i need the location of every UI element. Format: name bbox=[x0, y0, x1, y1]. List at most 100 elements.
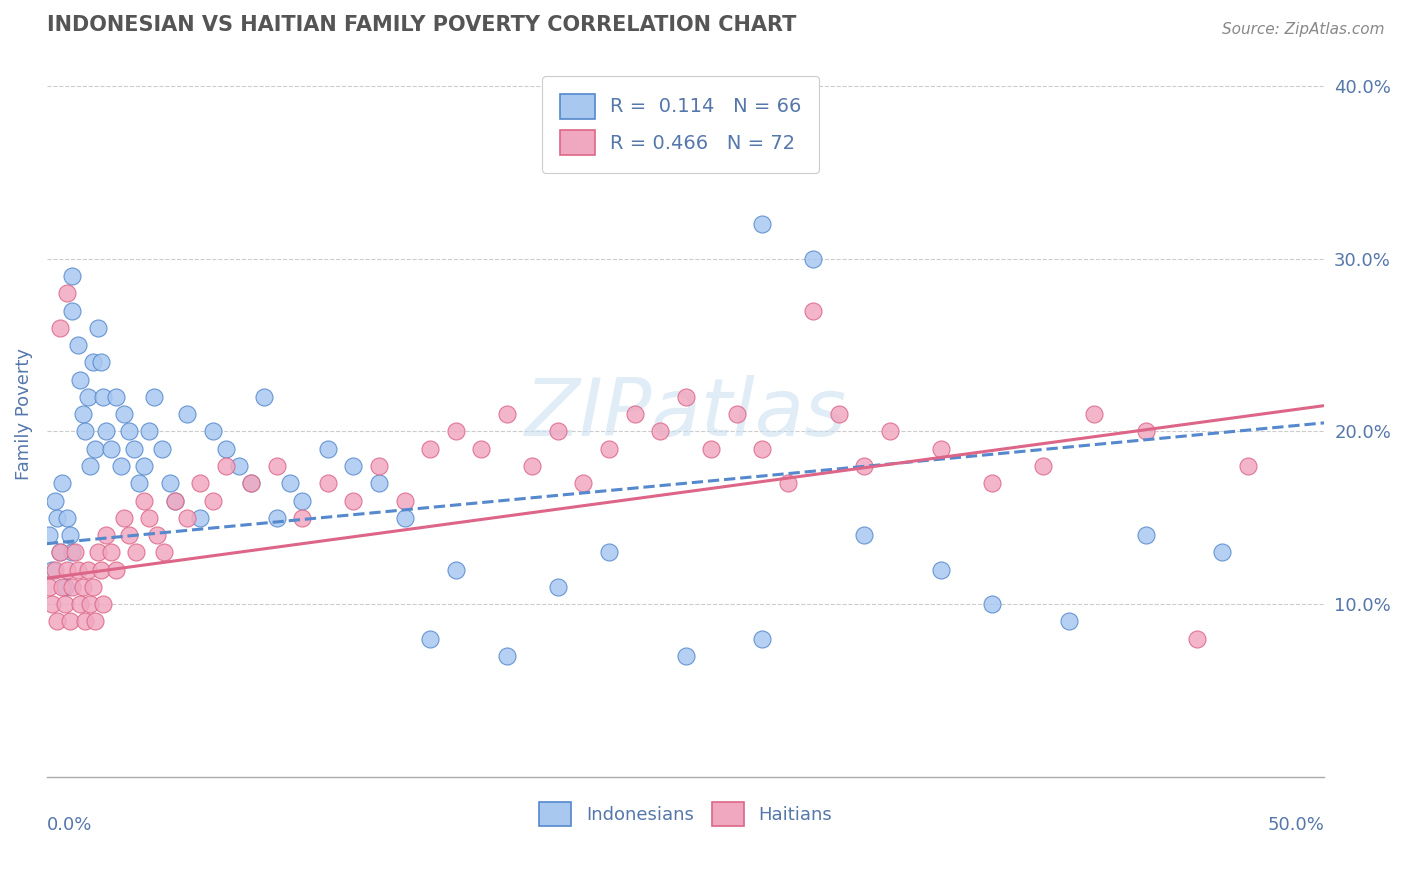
Point bbox=[751, 442, 773, 456]
Text: 0.0%: 0.0% bbox=[46, 816, 93, 835]
Point bbox=[56, 562, 79, 576]
Point bbox=[44, 493, 66, 508]
Point bbox=[572, 476, 595, 491]
Point bbox=[53, 580, 76, 594]
Point bbox=[201, 493, 224, 508]
Point bbox=[215, 442, 238, 456]
Point bbox=[44, 562, 66, 576]
Point bbox=[112, 407, 135, 421]
Point bbox=[128, 476, 150, 491]
Point bbox=[188, 510, 211, 524]
Point bbox=[163, 493, 186, 508]
Point bbox=[522, 458, 544, 473]
Point bbox=[1057, 615, 1080, 629]
Point bbox=[51, 476, 73, 491]
Point bbox=[118, 528, 141, 542]
Point bbox=[598, 442, 620, 456]
Text: INDONESIAN VS HAITIAN FAMILY POVERTY CORRELATION CHART: INDONESIAN VS HAITIAN FAMILY POVERTY COR… bbox=[46, 15, 796, 35]
Point bbox=[1211, 545, 1233, 559]
Point bbox=[419, 442, 441, 456]
Point bbox=[700, 442, 723, 456]
Point bbox=[725, 407, 748, 421]
Legend: Indonesians, Haitians: Indonesians, Haitians bbox=[531, 795, 839, 833]
Point bbox=[291, 510, 314, 524]
Point bbox=[1083, 407, 1105, 421]
Point bbox=[41, 562, 63, 576]
Point bbox=[1135, 528, 1157, 542]
Point bbox=[143, 390, 166, 404]
Text: Source: ZipAtlas.com: Source: ZipAtlas.com bbox=[1222, 22, 1385, 37]
Point bbox=[90, 562, 112, 576]
Point bbox=[159, 476, 181, 491]
Point bbox=[266, 510, 288, 524]
Point bbox=[48, 321, 70, 335]
Point bbox=[751, 218, 773, 232]
Point bbox=[59, 615, 82, 629]
Point bbox=[104, 562, 127, 576]
Point bbox=[547, 425, 569, 439]
Point bbox=[46, 510, 69, 524]
Point bbox=[145, 528, 167, 542]
Point bbox=[62, 545, 84, 559]
Point bbox=[1135, 425, 1157, 439]
Point bbox=[419, 632, 441, 646]
Point bbox=[87, 545, 110, 559]
Point bbox=[853, 528, 876, 542]
Point bbox=[278, 476, 301, 491]
Point bbox=[163, 493, 186, 508]
Text: ZIPatlas: ZIPatlas bbox=[524, 376, 846, 453]
Point bbox=[56, 286, 79, 301]
Point bbox=[853, 458, 876, 473]
Point bbox=[41, 597, 63, 611]
Point bbox=[94, 425, 117, 439]
Point bbox=[132, 493, 155, 508]
Point bbox=[981, 597, 1004, 611]
Point bbox=[803, 303, 825, 318]
Point bbox=[100, 442, 122, 456]
Point bbox=[444, 425, 467, 439]
Point bbox=[48, 545, 70, 559]
Point bbox=[75, 615, 97, 629]
Point bbox=[138, 425, 160, 439]
Point bbox=[91, 597, 114, 611]
Point bbox=[266, 458, 288, 473]
Point bbox=[828, 407, 851, 421]
Point bbox=[66, 338, 89, 352]
Point bbox=[215, 458, 238, 473]
Point bbox=[150, 442, 173, 456]
Point bbox=[623, 407, 645, 421]
Point bbox=[675, 390, 697, 404]
Point bbox=[56, 510, 79, 524]
Point bbox=[132, 458, 155, 473]
Point bbox=[648, 425, 671, 439]
Point bbox=[751, 632, 773, 646]
Point bbox=[72, 407, 94, 421]
Point bbox=[495, 407, 517, 421]
Point bbox=[598, 545, 620, 559]
Point bbox=[981, 476, 1004, 491]
Point bbox=[675, 648, 697, 663]
Point bbox=[253, 390, 276, 404]
Point bbox=[122, 442, 145, 456]
Point bbox=[228, 458, 250, 473]
Point bbox=[125, 545, 148, 559]
Point bbox=[48, 545, 70, 559]
Point bbox=[94, 528, 117, 542]
Point bbox=[470, 442, 492, 456]
Point bbox=[368, 458, 391, 473]
Point bbox=[82, 355, 104, 369]
Point bbox=[1185, 632, 1208, 646]
Point bbox=[547, 580, 569, 594]
Point bbox=[316, 442, 339, 456]
Point bbox=[291, 493, 314, 508]
Point bbox=[69, 597, 91, 611]
Point bbox=[342, 458, 364, 473]
Point bbox=[38, 528, 60, 542]
Point bbox=[201, 425, 224, 439]
Point bbox=[240, 476, 263, 491]
Point bbox=[84, 615, 107, 629]
Point bbox=[1032, 458, 1054, 473]
Point bbox=[118, 425, 141, 439]
Point bbox=[90, 355, 112, 369]
Point bbox=[176, 510, 198, 524]
